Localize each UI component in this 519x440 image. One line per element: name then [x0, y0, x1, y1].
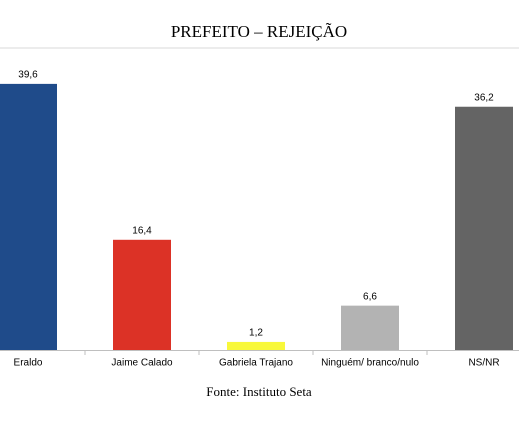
bar — [227, 341, 285, 350]
x-tick-label: NS/NR — [468, 358, 499, 369]
x-tick-label: Ninguém/ branco/nulo — [321, 358, 419, 369]
value-label: 6,6 — [363, 291, 377, 302]
value-label: 16,4 — [132, 225, 152, 236]
source: Fonte: Instituto Seta — [206, 384, 312, 399]
value-label: 39,6 — [18, 70, 38, 81]
value-label: 36,2 — [474, 92, 494, 103]
value-label: 1,2 — [249, 328, 263, 339]
bar — [0, 83, 57, 350]
bar — [341, 305, 399, 350]
x-tick-label: Gabriela Trajano — [219, 358, 293, 369]
x-tick-label: Eraldo — [14, 358, 43, 369]
bar — [113, 239, 171, 350]
x-tick-label: Jaime Calado — [111, 358, 173, 369]
chart-title: PREFEITO – REJEIÇÃO — [171, 22, 347, 41]
bar — [455, 106, 513, 351]
